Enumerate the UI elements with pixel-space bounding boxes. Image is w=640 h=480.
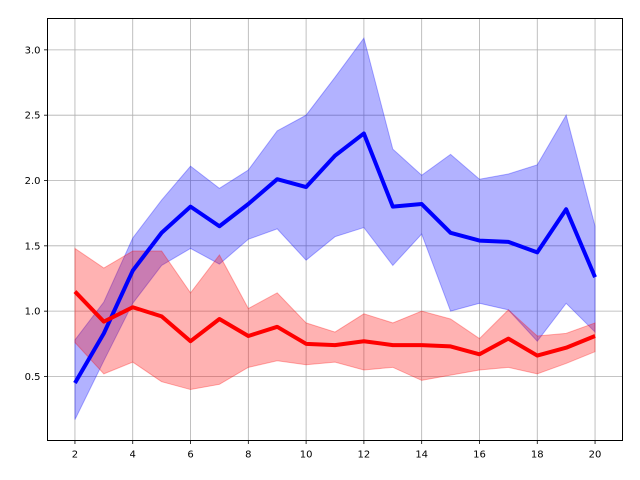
series-1-band — [74, 247, 596, 391]
series-lines — [73, 131, 597, 385]
x-tick-label: 10 — [300, 450, 313, 461]
series-1-line — [73, 290, 596, 358]
y-tick-label: 1.0 — [25, 307, 41, 318]
x-tick-label: 8 — [245, 450, 251, 461]
x-tick-label: 4 — [130, 450, 136, 461]
series-0-band — [74, 36, 596, 420]
series-0-line — [73, 131, 597, 385]
y-tick-label: 0.5 — [25, 372, 41, 383]
y-tick-label: 3.0 — [25, 45, 41, 56]
x-tick-label: 16 — [473, 450, 486, 461]
grid — [47, 18, 623, 441]
plot-frame — [47, 18, 623, 441]
y-tick-label: 1.5 — [25, 241, 41, 252]
y-tick-label: 2.0 — [25, 176, 41, 187]
x-tick-label: 20 — [589, 450, 602, 461]
x-tick-label: 18 — [531, 450, 544, 461]
y-axis-ticks: 0.5 1.0 1.5 2.0 2.5 3.0 — [25, 45, 48, 383]
x-axis-ticks: 2 4 6 8 10 12 14 16 18 20 — [72, 440, 602, 461]
x-tick-label: 2 — [72, 450, 78, 461]
confidence-bands — [74, 36, 596, 420]
x-tick-label: 14 — [415, 450, 428, 461]
x-tick-label: 6 — [187, 450, 193, 461]
x-tick-label: 12 — [358, 450, 371, 461]
y-tick-label: 2.5 — [25, 111, 41, 122]
